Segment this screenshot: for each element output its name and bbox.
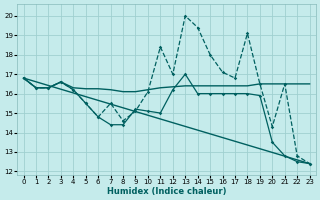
X-axis label: Humidex (Indice chaleur): Humidex (Indice chaleur) [107, 187, 226, 196]
